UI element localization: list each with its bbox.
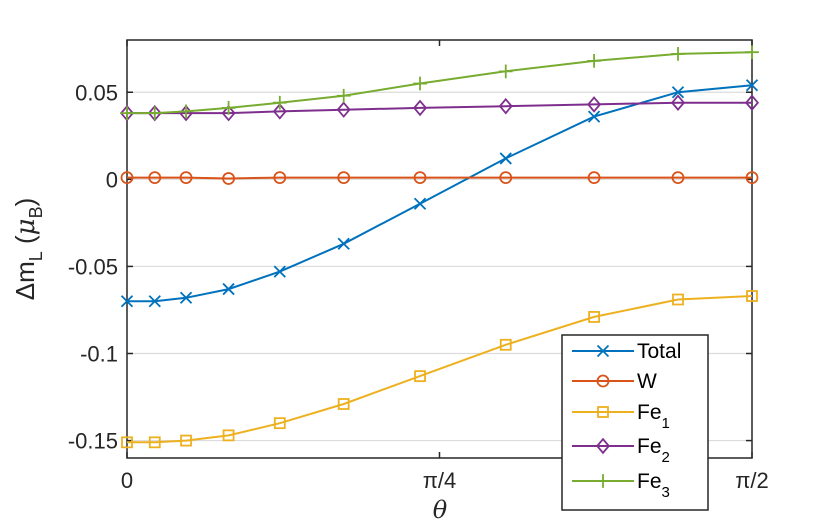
series-line (127, 176, 752, 180)
data-point-plus (221, 101, 236, 115)
legend-box (561, 334, 709, 511)
data-point-plus (413, 76, 427, 91)
data-point-plus (147, 106, 162, 121)
series-line (127, 101, 752, 115)
data-point-square (746, 290, 758, 302)
legend-entry: W (572, 370, 657, 393)
series-w (120, 171, 759, 185)
data-point-diamond (587, 96, 602, 113)
data-point-x (337, 237, 350, 250)
data-point-square (273, 417, 286, 430)
y-tick-label: -0.15 (68, 429, 118, 454)
legend-label: Fe1 (637, 401, 670, 432)
y-tick-label: 0.05 (75, 80, 118, 105)
data-point-x (179, 291, 193, 304)
legend-label: W (637, 370, 657, 393)
legend-label: Fe3 (637, 470, 670, 501)
data-point-circle (148, 171, 162, 184)
data-point-diamond (413, 99, 428, 117)
data-point-x (671, 86, 685, 99)
data-point-square (337, 398, 350, 410)
data-point-square (499, 338, 512, 351)
y-tick-label: -0.1 (80, 342, 118, 367)
x-tick-label: π/2 (735, 468, 769, 493)
data-point-circle (745, 171, 759, 184)
data-point-diamond (336, 101, 351, 118)
ylabel-unit-close: ) (10, 198, 40, 207)
data-point-x (745, 79, 759, 92)
legend-entry: Fe2 (572, 435, 670, 466)
legend-label: Total (637, 340, 681, 363)
data-point-square (588, 311, 600, 323)
ylabel-unit-sub: B (26, 206, 46, 218)
data-point-square (222, 429, 235, 442)
ylabel-unit-open: ( (10, 235, 40, 251)
y-tick-label: -0.05 (68, 254, 118, 279)
data-point-square (121, 436, 133, 449)
y-axis-title: ΔmL (μB) (10, 198, 46, 301)
legend-entry: Fe3 (572, 470, 670, 501)
data-point-x (587, 110, 601, 123)
data-point-circle (337, 171, 351, 184)
x-axis-title: θ (433, 496, 448, 524)
data-point-x (596, 344, 610, 358)
x-tick-label: π/4 (423, 468, 457, 493)
data-point-plus (272, 95, 287, 110)
data-point-x (148, 295, 161, 308)
series-total (120, 79, 759, 308)
data-point-square (148, 436, 161, 449)
data-point-diamond (595, 437, 611, 455)
data-point-x (222, 282, 235, 296)
data-point-circle (273, 171, 287, 184)
data-point-square (180, 434, 192, 447)
series-fe3 (120, 45, 759, 121)
data-point-x (499, 152, 512, 165)
data-point-square (672, 293, 684, 306)
ylabel-prefix: Δm (10, 261, 40, 300)
legend-label: Fe2 (637, 435, 670, 466)
ylabel-prefix-sub: L (26, 251, 46, 261)
data-point-plus (745, 45, 759, 60)
data-point-plus (498, 64, 513, 79)
data-point-circle (499, 171, 513, 184)
y-tick-label: 0 (106, 167, 118, 192)
data-point-circle (179, 171, 193, 184)
data-point-square (414, 370, 426, 383)
data-point-diamond (221, 104, 236, 122)
axis-ticks: 0.050-0.05-0.1-0.150 π/4 π/2 (68, 40, 769, 493)
data-point-plus (120, 106, 134, 121)
data-point-square (597, 406, 609, 418)
ylabel-unit-symbol: μ (11, 218, 41, 235)
data-point-x (413, 197, 427, 210)
data-point-circle (587, 171, 601, 184)
data-point-diamond (670, 94, 686, 111)
data-point-x (273, 265, 286, 278)
data-point-plus (336, 88, 351, 103)
data-point-circle (413, 171, 427, 184)
series-line (127, 84, 753, 303)
series-layer (119, 45, 760, 449)
x-tick-label: 0 (121, 468, 133, 493)
data-point-plus (671, 47, 685, 61)
data-point-circle (596, 374, 610, 388)
data-point-diamond (272, 103, 287, 120)
legend-entry: Fe1 (572, 401, 670, 432)
series-fe1 (121, 290, 758, 449)
data-point-diamond (744, 94, 760, 111)
data-point-plus (179, 104, 193, 119)
svg-text:ΔmL (μB): ΔmL (μB) (10, 198, 46, 301)
data-point-plus (596, 474, 610, 488)
legend-entry: Total (572, 340, 681, 363)
data-point-x (120, 295, 134, 308)
data-point-plus (587, 54, 601, 68)
data-point-circle (671, 171, 685, 184)
series-line (127, 295, 753, 444)
data-point-circle (222, 172, 235, 185)
data-point-diamond (498, 97, 513, 115)
data-point-circle (120, 171, 134, 184)
